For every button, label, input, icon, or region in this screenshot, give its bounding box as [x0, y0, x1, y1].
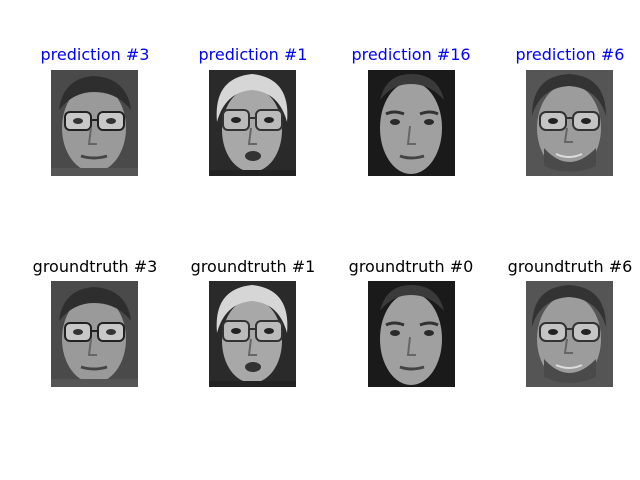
prediction-title-4: prediction #6 [515, 45, 625, 64]
prediction-title-1: prediction #3 [40, 45, 150, 64]
groundtruth-title-3: groundtruth #0 [348, 257, 474, 276]
face-image [368, 281, 455, 387]
prediction-title-2: prediction #1 [198, 45, 308, 64]
groundtruth-title-2: groundtruth #1 [190, 257, 316, 276]
face-image [368, 70, 455, 176]
face-image [526, 70, 613, 176]
face-image [209, 281, 296, 387]
groundtruth-title-4: groundtruth #6 [507, 257, 633, 276]
face-image [51, 281, 138, 387]
face-image [209, 70, 296, 176]
face-image [51, 70, 138, 176]
prediction-title-3: prediction #16 [351, 45, 471, 64]
groundtruth-title-1: groundtruth #3 [32, 257, 158, 276]
face-image [526, 281, 613, 387]
